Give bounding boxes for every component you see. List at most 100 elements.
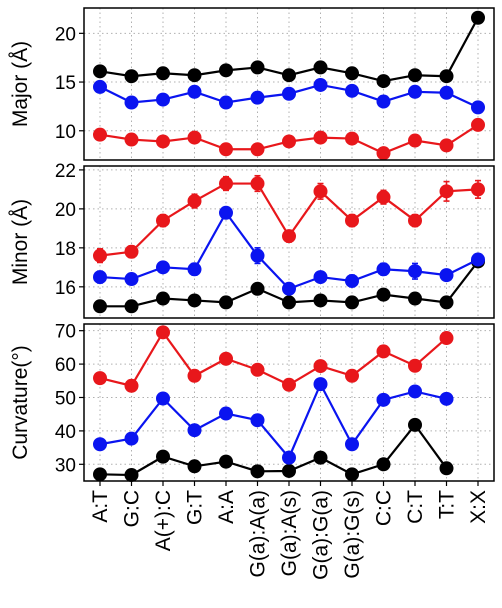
x-tick-label: X:X xyxy=(467,490,490,524)
data-point xyxy=(124,95,139,110)
data-point xyxy=(313,377,328,392)
y-tick-label: 18 xyxy=(55,239,76,260)
data-point xyxy=(408,358,422,373)
data-point xyxy=(439,184,454,199)
series-blue xyxy=(93,205,485,296)
y-tick-label: 30 xyxy=(55,455,76,476)
x-tick-label: T:T xyxy=(436,490,459,519)
series-red xyxy=(93,117,485,161)
data-point xyxy=(187,68,202,83)
data-point xyxy=(250,362,265,377)
data-point xyxy=(471,10,485,25)
y-tick-label: 70 xyxy=(55,322,76,343)
data-point xyxy=(345,213,359,228)
data-point xyxy=(93,248,107,263)
data-point xyxy=(124,467,139,482)
data-point xyxy=(471,117,485,132)
data-point xyxy=(282,463,296,478)
data-point xyxy=(250,281,265,296)
data-point xyxy=(282,68,296,83)
x-tick-label: C:C xyxy=(373,490,396,526)
data-point xyxy=(219,205,233,220)
data-point xyxy=(93,79,107,94)
data-point xyxy=(219,406,233,421)
y-axis-label: Major (Å) xyxy=(9,41,32,127)
data-point xyxy=(282,134,296,149)
data-point xyxy=(313,60,328,75)
data-point xyxy=(93,437,107,452)
data-point xyxy=(439,85,454,100)
data-point xyxy=(219,142,233,157)
data-point xyxy=(187,194,202,209)
data-point xyxy=(313,359,328,374)
series-line-black xyxy=(99,423,448,477)
data-point xyxy=(124,272,139,287)
data-point xyxy=(156,291,170,306)
data-point xyxy=(408,417,422,432)
y-tick-label: 50 xyxy=(55,388,76,409)
y-axis-label: Minor (Å) xyxy=(9,199,32,285)
data-point xyxy=(313,77,328,92)
series-blue xyxy=(93,77,485,115)
data-point xyxy=(156,213,170,228)
x-tick-label: G(a):G(s) xyxy=(341,490,364,579)
data-point xyxy=(282,86,296,101)
data-point xyxy=(408,68,422,83)
data-point xyxy=(219,295,233,310)
data-point xyxy=(408,291,422,306)
data-point xyxy=(408,213,422,228)
data-point xyxy=(219,95,233,110)
y-tick-label: 20 xyxy=(55,200,76,221)
y-tick-label: 20 xyxy=(55,24,76,45)
series-line-red xyxy=(99,330,448,388)
data-point xyxy=(471,182,485,197)
data-point xyxy=(376,287,391,302)
panel-frame xyxy=(83,165,495,319)
data-point xyxy=(187,130,202,145)
y-axis-label: Curvature(°) xyxy=(9,345,32,460)
data-point xyxy=(345,368,359,383)
data-point xyxy=(124,299,139,314)
data-point xyxy=(376,344,391,359)
series-red xyxy=(93,325,454,393)
data-point xyxy=(156,325,170,340)
data-point xyxy=(345,467,359,482)
panel-1: 10 15 20 Major (Å) xyxy=(9,7,495,161)
data-point xyxy=(250,248,265,263)
data-point xyxy=(250,176,265,191)
data-point xyxy=(282,295,296,310)
data-point xyxy=(187,262,202,277)
y-tick-label: 22 xyxy=(55,161,76,182)
data-point xyxy=(156,391,170,406)
data-point xyxy=(408,264,422,279)
data-point xyxy=(471,100,485,115)
data-point xyxy=(93,371,107,386)
data-point xyxy=(313,293,328,308)
data-point xyxy=(408,133,422,148)
data-point xyxy=(376,457,391,472)
data-point xyxy=(93,127,107,142)
data-point xyxy=(376,392,391,407)
y-tick-label: 15 xyxy=(55,73,76,94)
data-point xyxy=(439,295,454,310)
data-point xyxy=(93,299,107,314)
data-point xyxy=(439,138,454,153)
x-tick-label: A:T xyxy=(89,490,112,523)
data-point xyxy=(439,69,454,84)
data-point xyxy=(124,132,139,147)
data-point xyxy=(219,454,233,469)
y-tick-label: 60 xyxy=(55,355,76,376)
data-point xyxy=(93,467,107,482)
data-point xyxy=(439,331,454,346)
data-point xyxy=(156,449,170,464)
data-point xyxy=(156,92,170,107)
data-point xyxy=(313,184,328,199)
x-tick-label: G(a):A(s) xyxy=(278,490,301,576)
data-point xyxy=(376,146,391,161)
data-point xyxy=(124,69,139,84)
x-tick-label: A(+):C xyxy=(152,490,175,551)
data-point xyxy=(345,273,359,288)
data-point xyxy=(408,384,422,399)
data-point xyxy=(282,281,296,296)
